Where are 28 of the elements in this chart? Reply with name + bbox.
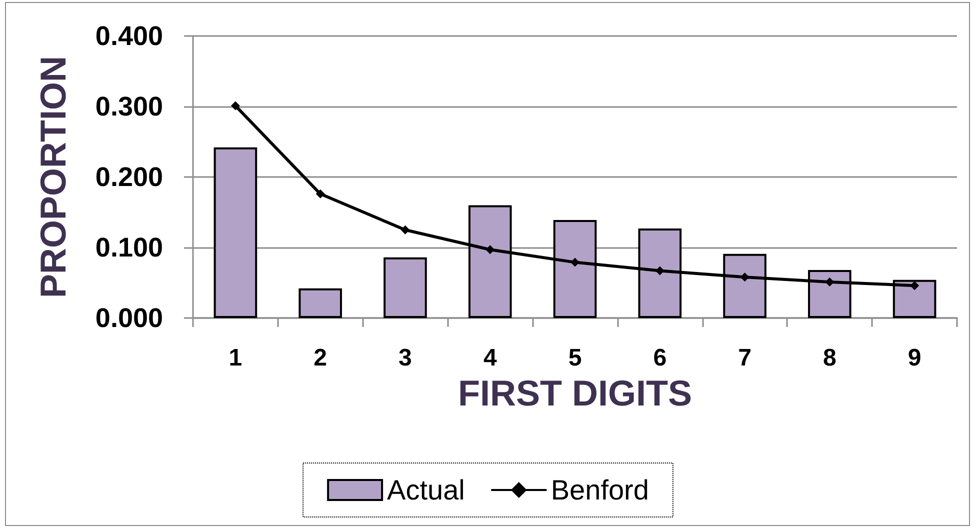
y-tick-label: 0.400 — [95, 21, 163, 51]
x-tick-label: 4 — [483, 344, 498, 372]
y-tick-label: 0.100 — [95, 232, 163, 262]
x-tick-label: 7 — [738, 344, 752, 372]
x-tick-label: 8 — [822, 344, 836, 372]
x-tick-label: 3 — [398, 344, 412, 372]
y-tick-label: 0.000 — [95, 303, 163, 333]
x-tick-label: 9 — [908, 344, 922, 372]
x-tick-label: 5 — [568, 344, 582, 372]
bar — [384, 257, 427, 318]
point — [316, 189, 325, 198]
y-tick-label: 0.300 — [95, 92, 163, 122]
point — [740, 272, 750, 282]
bar — [214, 147, 258, 318]
point — [655, 266, 664, 276]
legend-label: Benford — [550, 474, 649, 506]
x-tick-label: 6 — [653, 344, 667, 372]
y-axis-title: PROPORTION — [32, 56, 74, 298]
bar — [298, 288, 342, 318]
point — [486, 245, 495, 254]
x-tick-label: 1 — [228, 344, 242, 372]
y-tick-label: 0.200 — [95, 162, 163, 192]
x-tick-label: 2 — [314, 344, 328, 372]
legend-label: Actual — [387, 474, 465, 506]
point — [230, 101, 240, 110]
x-axis-title: FIRST DIGITS — [458, 372, 692, 414]
point — [400, 225, 410, 234]
point — [570, 258, 580, 267]
